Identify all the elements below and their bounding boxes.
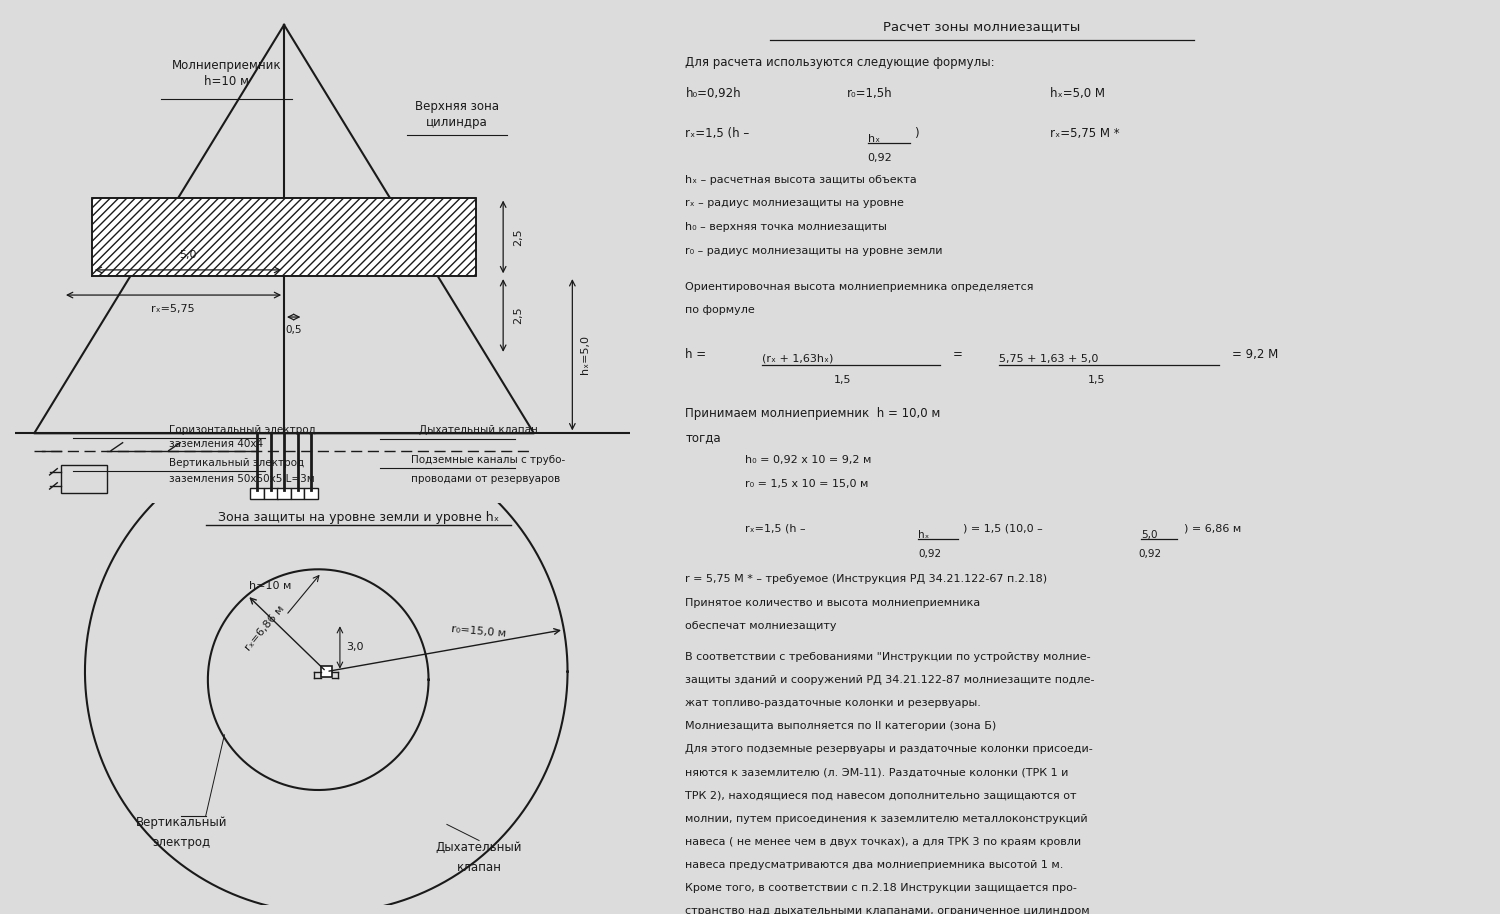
Text: заземления 40х4: заземления 40х4 (168, 439, 262, 449)
Text: цилиндра: цилиндра (426, 115, 488, 129)
Text: Принятое количество и высота молниеприемника: Принятое количество и высота молниеприем… (686, 598, 981, 608)
Text: Молниеприемник: Молниеприемник (171, 59, 280, 72)
Text: обеспечат молниезащиту: обеспечат молниезащиту (686, 622, 837, 632)
Text: Зона защиты на уровне земли и уровне hₓ: Зона защиты на уровне земли и уровне hₓ (217, 511, 500, 524)
Text: Расчет зоны молниезащиты: Расчет зоны молниезащиты (884, 20, 1080, 33)
Text: hₓ: hₓ (867, 134, 880, 144)
Text: rₓ=1,5 (h –: rₓ=1,5 (h – (744, 524, 806, 534)
Text: 5,75 + 1,63 + 5,0: 5,75 + 1,63 + 5,0 (999, 354, 1098, 364)
Text: rₓ=5,75 М *: rₓ=5,75 М * (1050, 127, 1119, 140)
Text: = 9,2 М: = 9,2 М (1232, 348, 1278, 361)
Text: Принимаем молниеприемник  h = 10,0 м: Принимаем молниеприемник h = 10,0 м (686, 408, 940, 420)
Text: жат топливо-раздаточные колонки и резервуары.: жат топливо-раздаточные колонки и резерв… (686, 698, 981, 708)
Text: h=10 м: h=10 м (249, 581, 291, 591)
Text: r₀=15,0 м: r₀=15,0 м (452, 624, 507, 639)
Text: 2,5: 2,5 (513, 228, 523, 246)
Text: r₀=1,5h: r₀=1,5h (846, 87, 892, 100)
Text: Кроме того, в соответствии с п.2.18 Инструкции защищается про-: Кроме того, в соответствии с п.2.18 Инст… (686, 883, 1077, 893)
Text: 0,92: 0,92 (918, 548, 942, 558)
Bar (264, 488, 278, 499)
Text: hₓ=5,0 М: hₓ=5,0 М (1050, 87, 1106, 100)
Text: hₓ=5,0: hₓ=5,0 (580, 335, 590, 374)
Bar (62, 464, 108, 493)
Text: ) = 1,5 (10,0 –: ) = 1,5 (10,0 – (963, 524, 1042, 534)
Bar (251, 488, 264, 499)
Text: 0,92: 0,92 (867, 153, 892, 163)
Text: r = 5,75 М * – требуемое (Инструкция РД 34.21.122-67 п.2.18): r = 5,75 М * – требуемое (Инструкция РД … (686, 574, 1047, 584)
Text: h₀ = 0,92 x 10 = 9,2 м: h₀ = 0,92 x 10 = 9,2 м (744, 455, 872, 465)
Text: няются к заземлителю (л. ЭМ-11). Раздаточные колонки (ТРК 1 и: няются к заземлителю (л. ЭМ-11). Раздато… (686, 768, 1070, 778)
Text: защиты зданий и сооружений РД 34.21.122-87 молниезащите подле-: защиты зданий и сооружений РД 34.21.122-… (686, 675, 1095, 686)
Text: Для расчета используются следующие формулы:: Для расчета используются следующие форму… (686, 56, 994, 69)
Text: клапан: клапан (456, 861, 501, 875)
Text: 1,5: 1,5 (1088, 376, 1106, 386)
Text: навеса ( не менее чем в двух точках), а для ТРК 3 по краям кровли: навеса ( не менее чем в двух точках), а … (686, 836, 1082, 846)
Text: Ориентировочная высота молниеприемника определяется: Ориентировочная высота молниеприемника о… (686, 282, 1034, 292)
Text: заземления 50х50х5 L=3м: заземления 50х50х5 L=3м (168, 473, 315, 484)
Text: 0,92: 0,92 (1138, 548, 1162, 558)
Text: навеса предусматриваются два молниеприемника высотой 1 м.: навеса предусматриваются два молниеприем… (686, 860, 1064, 870)
Text: rₓ=6,86 м: rₓ=6,86 м (243, 604, 286, 653)
Bar (321, 666, 332, 677)
Bar (278, 488, 291, 499)
Text: h =: h = (686, 348, 706, 361)
Text: странство над дыхательными клапанами, ограниченное цилиндром: странство над дыхательными клапанами, ог… (686, 906, 1090, 914)
Text: проводами от резервуаров: проводами от резервуаров (411, 473, 560, 484)
Text: rₓ=5,75: rₓ=5,75 (152, 304, 195, 314)
Text: Подземные каналы с трубо-: Подземные каналы с трубо- (411, 454, 566, 464)
Text: Горизонтальный электрод: Горизонтальный электрод (168, 425, 315, 435)
Text: 2,5: 2,5 (513, 307, 523, 324)
Text: ТРК 2), находящиеся под навесом дополнительно защищаются от: ТРК 2), находящиеся под навесом дополнит… (686, 791, 1077, 801)
Text: hₓ: hₓ (918, 530, 930, 540)
Text: 1,5: 1,5 (834, 376, 850, 386)
Text: h₀ – верхняя точка молниезащиты: h₀ – верхняя точка молниезащиты (686, 222, 888, 232)
Text: hₓ – расчетная высота защиты объекта: hₓ – расчетная высота защиты объекта (686, 175, 916, 185)
Text: rₓ – радиус молниезащиты на уровне: rₓ – радиус молниезащиты на уровне (686, 198, 904, 208)
Text: r₀ = 1,5 x 10 = 15,0 м: r₀ = 1,5 x 10 = 15,0 м (744, 479, 868, 489)
Text: (rₓ + 1,63hₓ): (rₓ + 1,63hₓ) (762, 354, 832, 364)
Text: молнии, путем присоединения к заземлителю металлоконструкций: молнии, путем присоединения к заземлител… (686, 813, 1088, 824)
Text: Вертикальный: Вертикальный (135, 816, 226, 829)
Text: Верхняя зона: Верхняя зона (416, 100, 500, 112)
Text: В соответствии с требованиями "Инструкции по устройству молние-: В соответствии с требованиями "Инструкци… (686, 653, 1090, 663)
Text: Молниезащита выполняется по II категории (зона Б): Молниезащита выполняется по II категории… (686, 721, 996, 731)
Text: тогда: тогда (686, 431, 722, 444)
Text: h=10 м: h=10 м (204, 75, 249, 88)
Text: Вертикальный электрод: Вертикальный электрод (168, 458, 304, 468)
Text: 5,0: 5,0 (1142, 530, 1158, 540)
Text: электрод: электрод (153, 835, 210, 849)
Text: Дыхательный: Дыхательный (436, 841, 522, 854)
Bar (304, 488, 318, 499)
Text: 5,0: 5,0 (178, 250, 196, 260)
Text: 3,0: 3,0 (346, 643, 364, 653)
Text: ): ) (914, 127, 920, 140)
Text: rₓ=1,5 (h –: rₓ=1,5 (h – (686, 127, 750, 140)
Text: по формуле: по формуле (686, 305, 754, 315)
Bar (291, 488, 304, 499)
Text: Дыхательный клапан: Дыхательный клапан (419, 425, 537, 435)
Text: h₀=0,92h: h₀=0,92h (686, 87, 741, 100)
Text: ) = 6,86 м: ) = 6,86 м (1184, 524, 1240, 534)
Text: =: = (952, 348, 963, 361)
Text: Для этого подземные резервуары и раздаточные колонки присоеди-: Для этого подземные резервуары и раздато… (686, 744, 1094, 754)
Text: r₀ – радиус молниезащиты на уровне земли: r₀ – радиус молниезащиты на уровне земли (686, 246, 944, 256)
Text: 0,5: 0,5 (285, 324, 302, 335)
Bar (92, 197, 477, 276)
